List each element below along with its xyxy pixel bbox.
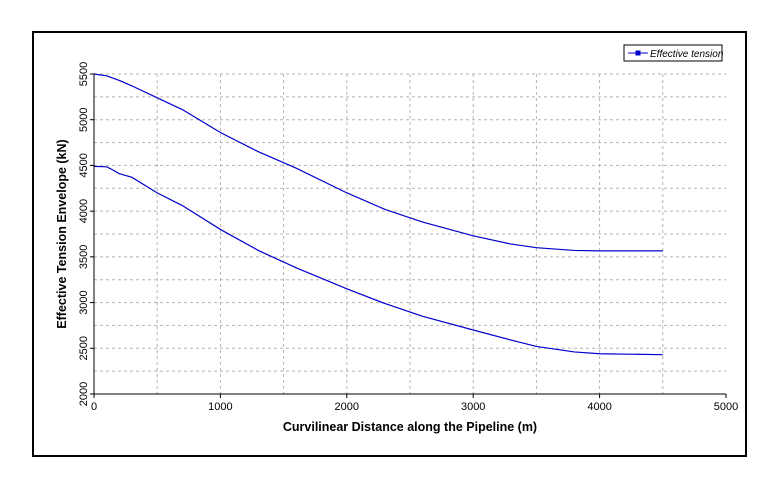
legend-box	[623, 44, 723, 62]
y-tick-label: 2000	[78, 382, 90, 406]
y-tick-labels: 2000 2500 3000 3500 4000 4500 5000 5500	[78, 62, 94, 406]
axes	[93, 74, 726, 395]
x-tick-label: 0	[91, 401, 97, 413]
x-tick-label: 5000	[714, 401, 738, 413]
y-tick-label: 5500	[78, 62, 90, 86]
x-axis-title: Curvilinear Distance along the Pipeline …	[283, 420, 537, 434]
legend-marker-swatch	[635, 50, 641, 56]
series-line-upper	[93, 73, 663, 252]
y-axis-title: Effective Tension Envelope (kN)	[55, 139, 69, 328]
y-tick-label: 4500	[78, 153, 90, 177]
legend-label: Effective tension	[650, 49, 724, 60]
series-line-lower	[93, 165, 663, 356]
x-tick-label: 3000	[461, 401, 485, 413]
grid	[94, 73, 726, 394]
x-tick-labels: 0 1000 2000 3000 4000 5000	[91, 394, 738, 413]
x-tick-label: 4000	[587, 401, 611, 413]
y-tick-label: 5000	[78, 107, 90, 131]
x-tick-label: 1000	[208, 401, 232, 413]
effective-tension-chart: 0 1000 2000 3000 4000 5000 2000 2500 3000 3500 40…	[55, 44, 738, 434]
chart-frame: 0 1000 2000 3000 4000 5000 2000 2500 3000 3500 40…	[32, 31, 747, 457]
y-tick-label: 4000	[78, 199, 90, 223]
y-tick-label: 3500	[78, 245, 90, 269]
series-layer	[93, 73, 663, 356]
y-tick-label: 2500	[78, 336, 90, 360]
x-tick-label: 2000	[335, 401, 359, 413]
legend: Effective tension	[623, 44, 724, 62]
y-tick-label: 3000	[78, 290, 90, 314]
